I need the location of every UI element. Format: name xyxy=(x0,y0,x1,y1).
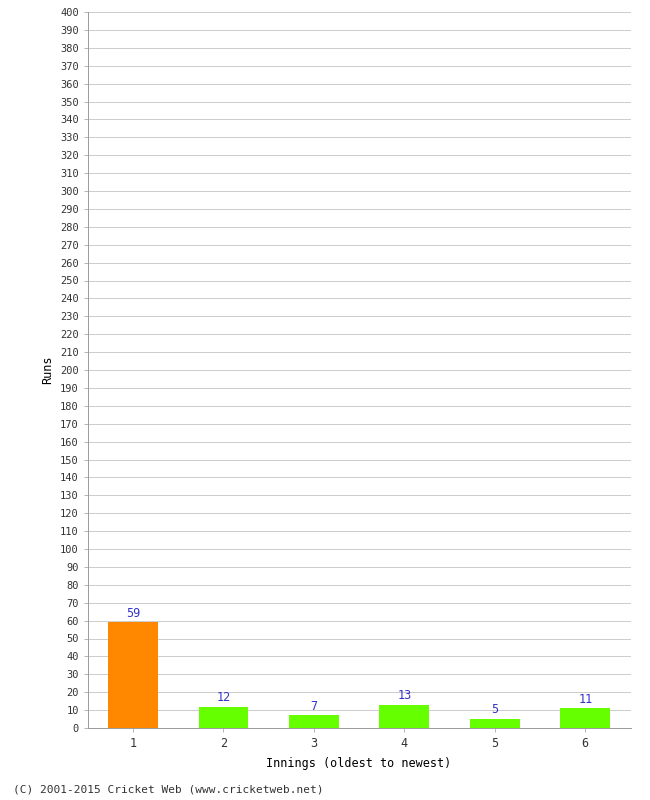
Text: 7: 7 xyxy=(310,700,317,713)
Text: 5: 5 xyxy=(491,703,499,716)
Bar xyxy=(198,706,248,728)
Bar xyxy=(470,719,520,728)
Text: 11: 11 xyxy=(578,693,592,706)
Bar xyxy=(108,622,158,728)
Text: 12: 12 xyxy=(216,691,231,704)
Bar xyxy=(380,705,429,728)
Text: 59: 59 xyxy=(126,606,140,620)
Y-axis label: Runs: Runs xyxy=(42,356,55,384)
Text: (C) 2001-2015 Cricket Web (www.cricketweb.net): (C) 2001-2015 Cricket Web (www.cricketwe… xyxy=(13,784,324,794)
Bar xyxy=(560,708,610,728)
X-axis label: Innings (oldest to newest): Innings (oldest to newest) xyxy=(266,757,452,770)
Text: 13: 13 xyxy=(397,689,411,702)
Bar xyxy=(289,715,339,728)
